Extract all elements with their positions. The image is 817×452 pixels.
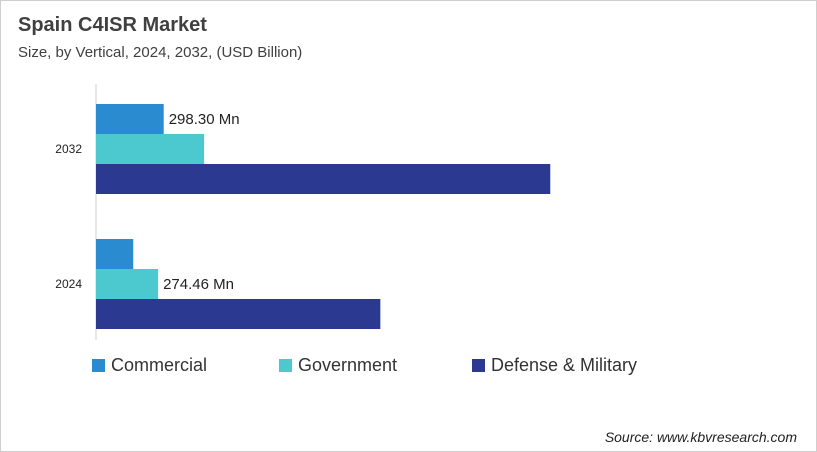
chart-subtitle: Size, by Vertical, 2024, 2032, (USD Bill… <box>18 44 303 61</box>
legend-label-government: Government <box>298 355 398 375</box>
bar-2024-government <box>96 269 159 299</box>
bar-2024-commercial <box>96 239 134 269</box>
legend-item-government: Government <box>279 355 397 376</box>
chart-legend: Commercial Government Defense & Military <box>0 355 817 379</box>
legend-label-defense-military: Defense & Military <box>491 355 638 375</box>
legend-swatch-commercial <box>92 359 105 372</box>
legend-item-defense-military: Defense & Military <box>472 355 637 376</box>
bar-2024-defense-and-military <box>96 299 381 329</box>
bar-2032-defense-and-military <box>96 164 551 194</box>
legend-item-commercial: Commercial <box>92 355 207 376</box>
category-label-2032: 2032 <box>55 142 82 156</box>
data-label-2024-government: 274.46 Mn <box>163 276 234 293</box>
source-note: Source: www.kbvresearch.com <box>604 429 797 445</box>
legend-label-commercial: Commercial <box>111 355 208 375</box>
data-label-2032-commercial: 298.30 Mn <box>169 111 240 128</box>
bar-2032-government <box>96 134 205 164</box>
bar-2032-commercial <box>96 104 164 134</box>
category-label-2024: 2024 <box>55 277 82 291</box>
legend-swatch-government <box>279 359 292 372</box>
chart-title: Spain C4ISR Market <box>18 14 207 36</box>
legend-swatch-defense-military <box>472 359 485 372</box>
